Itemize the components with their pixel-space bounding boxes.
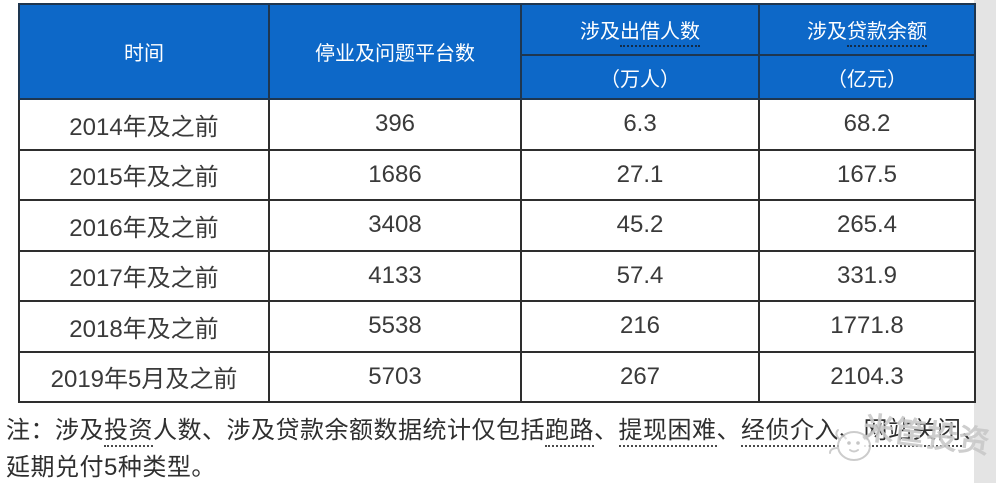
cell-lenders: 57.4 [520, 249, 760, 302]
cell-platforms: 396 [268, 98, 522, 151]
footnote-text: 、 [716, 417, 741, 444]
header-balance-underlined: 贷款余额 [847, 21, 927, 47]
cell-time: 2017年及之前 [18, 249, 270, 302]
header-platforms-label: 停业及问题平台数 [315, 43, 475, 65]
cell-balance: 331.9 [758, 249, 976, 302]
cell-balance: 167.5 [758, 148, 976, 201]
header-balance-prefix: 涉及 [807, 21, 847, 43]
cell-time: 2018年及之前 [18, 300, 270, 353]
footnote-underlined-term: 网站关闭 [863, 417, 962, 447]
cell-time: 2015年及之前 [18, 148, 270, 201]
table-body: 2014年及之前 396 6.3 68.2 2015年及之前 1686 27.1… [18, 98, 976, 403]
cell-platforms: 5538 [268, 300, 522, 353]
cell-platforms: 4133 [268, 249, 522, 302]
cell-lenders: 45.2 [520, 199, 760, 252]
table-row: 2015年及之前 1686 27.1 167.5 [18, 148, 976, 201]
table-row: 2019年5月及之前 5703 267 2104.3 [18, 350, 976, 403]
header-balance: 涉及贷款余额 [758, 3, 976, 56]
page-edge-strip [974, 0, 996, 483]
header-time: 时间 [18, 3, 270, 100]
header-lenders: 涉及出借人数 [520, 3, 760, 56]
cell-time: 2014年及之前 [18, 98, 270, 151]
table-row: 2016年及之前 3408 45.2 265.4 [18, 199, 976, 252]
footnote-text: 注：涉及 [6, 417, 104, 444]
cell-balance: 68.2 [758, 98, 976, 151]
footnote-line-1: 注：涉及投资人数、涉及贷款余额数据统计仅包括跑路、提现困难、经侦介入、网站关闭、 [6, 412, 990, 449]
footnote-text: 、 [961, 417, 986, 444]
header-lenders-prefix: 涉及 [580, 21, 620, 43]
footnote-underlined-term: 投资 [104, 417, 153, 447]
header-platforms: 停业及问题平台数 [268, 3, 522, 100]
cell-platforms: 5703 [268, 350, 522, 403]
cell-balance: 1771.8 [758, 300, 976, 353]
footnote-text: 、 [594, 417, 619, 444]
table-header: 时间 停业及问题平台数 涉及出借人数 涉及贷款余额 （万人） （亿元） [18, 3, 976, 100]
footnote: 注：涉及投资人数、涉及贷款余额数据统计仅包括跑路、提现困难、经侦介入、网站关闭、… [6, 412, 990, 486]
cell-platforms: 1686 [268, 148, 522, 201]
p2p-stats-table: 时间 停业及问题平台数 涉及出借人数 涉及贷款余额 （万人） （亿元） [18, 3, 976, 403]
cell-balance: 265.4 [758, 199, 976, 252]
footnote-underlined-term: 经侦介入 [741, 417, 839, 447]
cell-lenders: 27.1 [520, 148, 760, 201]
header-lenders-unit: （万人） [520, 54, 760, 100]
footnote-text: 人数、涉及贷款余额数据统计仅包括 [153, 417, 545, 444]
header-lenders-underlined: 出借人数 [620, 21, 700, 47]
header-balance-unit: （亿元） [758, 54, 976, 100]
footnote-underlined-term: 提现困难 [618, 417, 717, 447]
footnote-text: 、 [839, 417, 864, 444]
header-balance-unit-label: （亿元） [827, 68, 907, 91]
table-row: 2018年及之前 5538 216 1771.8 [18, 300, 976, 353]
footnote-underlined-term: 跑路 [545, 417, 594, 447]
header-lenders-unit-label: （万人） [600, 68, 680, 91]
cell-lenders: 6.3 [520, 98, 760, 151]
cell-lenders: 267 [520, 350, 760, 403]
cell-lenders: 216 [520, 300, 760, 353]
cell-time: 2016年及之前 [18, 199, 270, 252]
header-time-label: 时间 [124, 43, 164, 65]
cell-balance: 2104.3 [758, 350, 976, 403]
cell-platforms: 3408 [268, 199, 522, 252]
cell-time: 2019年5月及之前 [18, 350, 270, 403]
footnote-line-2: 延期兑付5种类型。 [6, 454, 216, 481]
table-row: 2017年及之前 4133 57.4 331.9 [18, 249, 976, 302]
table-row: 2014年及之前 396 6.3 68.2 [18, 98, 976, 151]
